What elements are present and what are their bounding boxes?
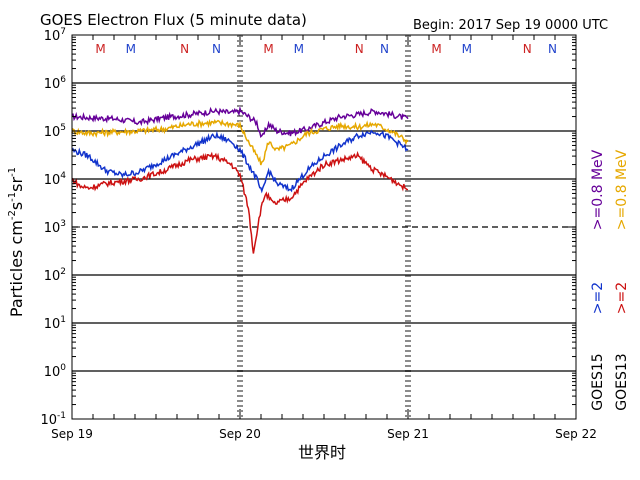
y-tick-label: 10-1 (40, 411, 66, 428)
y-tick-label: 104 (44, 171, 67, 188)
mn-marker: M (462, 42, 472, 56)
series-line (71, 105, 409, 139)
legend-entry: >=0.8 MeV (614, 149, 630, 230)
y-tick-label: 105 (44, 123, 66, 140)
legend: >=0.8 MeV >=0.8 MeV >=2 >=2 GOES15 GOES13 (590, 149, 630, 410)
y-tick-label: 102 (44, 267, 66, 284)
mn-marker: N (355, 42, 364, 56)
x-tick-label: Sep 19 (51, 427, 93, 441)
plot-frame (71, 34, 577, 420)
series-line (71, 150, 409, 254)
x-tick-label: Sep 22 (555, 427, 597, 441)
mn-marker: M (95, 42, 105, 56)
y-tick-label: 107 (44, 27, 66, 44)
mn-marker: M (431, 42, 441, 56)
legend-entry: GOES13 (614, 353, 630, 410)
y-tick-label: 100 (44, 363, 67, 380)
legend-entry: >=2 (614, 282, 630, 314)
legend-entry: >=0.8 MeV (590, 149, 606, 230)
legend-entry: GOES15 (590, 353, 606, 410)
mn-marker: N (523, 42, 532, 56)
mn-marker: M (263, 42, 273, 56)
x-tick-label: Sep 20 (219, 427, 261, 441)
series-layer (71, 105, 409, 254)
series-line (71, 118, 409, 166)
mn-marker: M (126, 42, 136, 56)
grid-layer (72, 35, 576, 419)
x-tick-label: Sep 21 (387, 427, 429, 441)
mn-marker: N (548, 42, 557, 56)
y-axis-label-text: Particles cm-2s-1sr-1 (7, 167, 26, 317)
mn-marker: N (180, 42, 189, 56)
y-tick-label: 106 (44, 75, 67, 92)
legend-entry: >=2 (590, 282, 606, 314)
mn-marker: N (380, 42, 389, 56)
tick-layer: 10-1 100 101 102 103 104 105 106 107 Sep 19 Sep 20… (40, 27, 596, 441)
y-axis-label: Particles cm-2s-1sr-1 (7, 167, 26, 317)
chart-title: GOES Electron Flux (5 minute data) (40, 11, 307, 29)
y-tick-label: 103 (44, 219, 66, 236)
mn-marker: M (294, 42, 304, 56)
series-line (71, 129, 409, 194)
begin-date: Begin: 2017 Sep 19 0000 UTC (413, 18, 608, 33)
y-tick-label: 101 (44, 315, 66, 332)
mn-marker: N (212, 42, 221, 56)
x-axis-label: 世界时 (298, 443, 346, 462)
